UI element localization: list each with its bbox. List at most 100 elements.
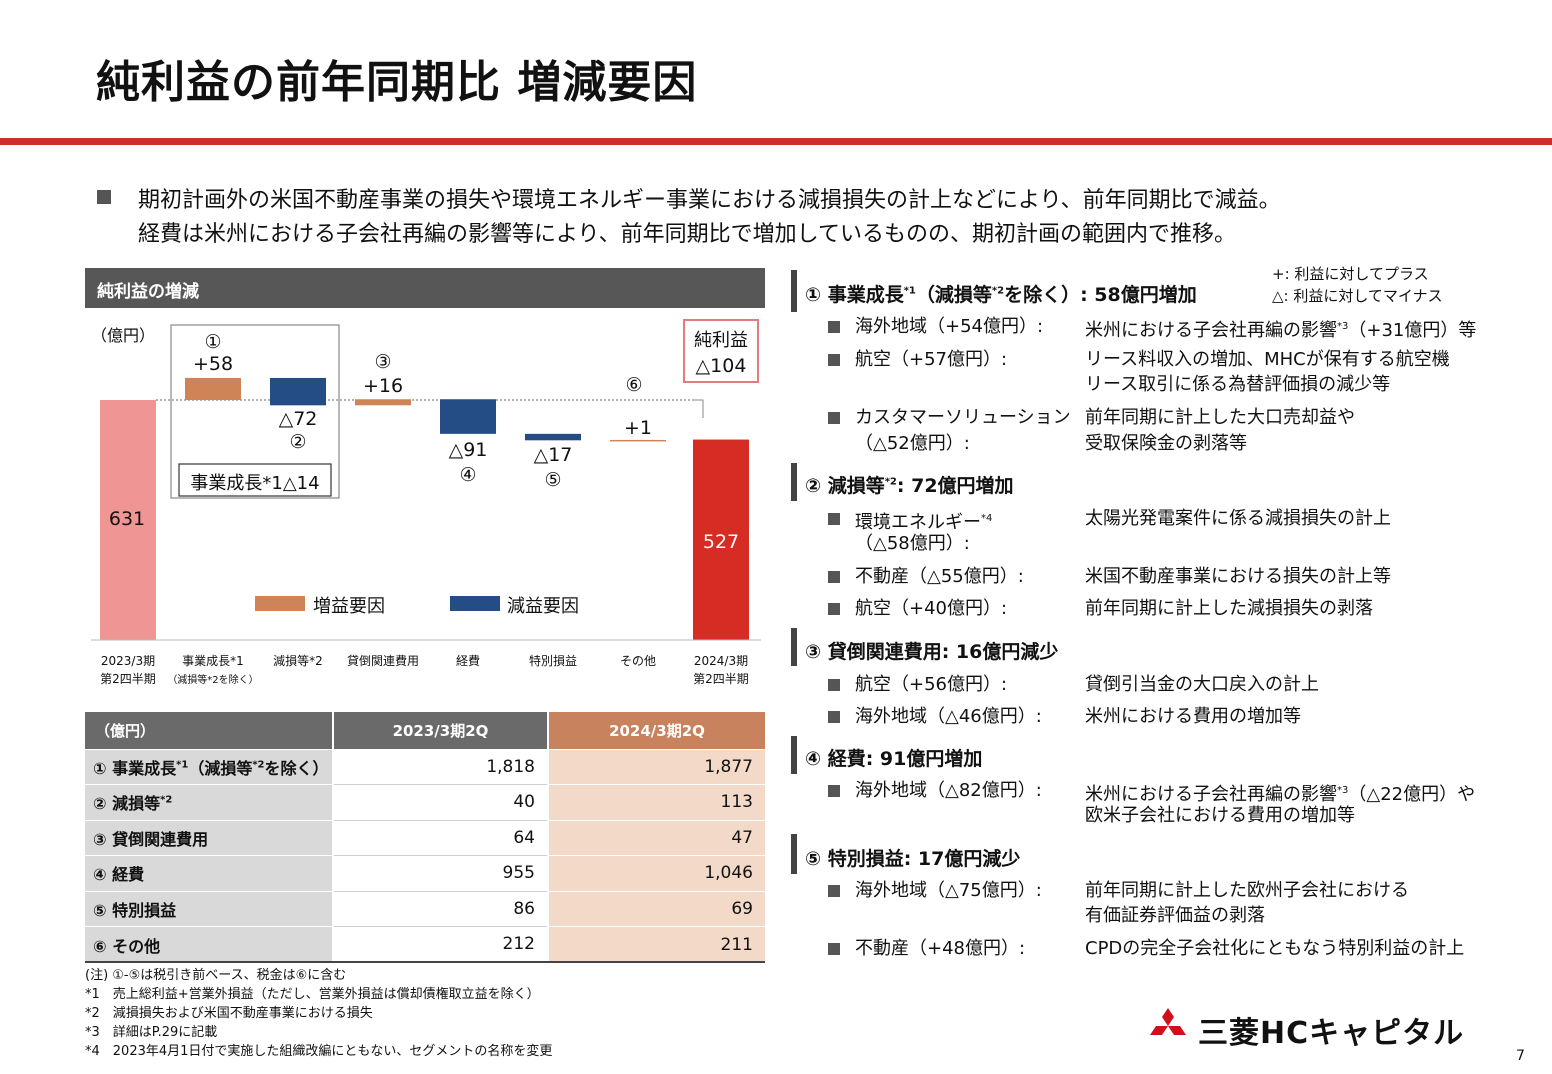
item-desc-line2: 欧米子会社における費用の増加等 (1085, 805, 1355, 826)
item-label: 不動産（△55億円）: (855, 566, 1024, 587)
section-5-title: ⑤ 特別損益: 17億円減少 (805, 848, 1021, 870)
section-2-title: ② 減損等*2: 72億円増加 (805, 471, 1014, 498)
table-label-part: （減損等 (188, 758, 253, 778)
item-desc-sup: *3 (1337, 785, 1349, 796)
bar-delta (610, 439, 666, 442)
bar-delta (525, 433, 581, 441)
section-bar (791, 736, 797, 774)
item-desc-text: 米州における子会社再編の影響 (1085, 320, 1337, 341)
footnote: (注) ①-⑤は税引き前ベース、税金は⑥に含む (85, 968, 347, 983)
chart-header: 純利益の増減 (85, 268, 765, 308)
item-bullet (828, 321, 840, 333)
reference-bracket (693, 399, 704, 418)
chart-unit-label: （億円） (91, 326, 155, 345)
item-label: 海外地域（△46億円）: (855, 706, 1042, 727)
table-row: ⑥ その他 212 211 (85, 926, 765, 963)
item-desc-line2: 受取保険金の剥落等 (1085, 433, 1247, 454)
table-label-part: ③ 貸倒関連費用 (93, 829, 209, 849)
section-1-sup-b: *2 (991, 285, 1005, 297)
item-desc-sup: *3 (1337, 321, 1349, 332)
item-label: 環境エネルギー*4 (855, 506, 992, 535)
group-bracket (170, 324, 340, 499)
bar-delta-label: +16 (363, 375, 403, 397)
section-1-title-b: （減損等 (915, 284, 992, 306)
footnote: *1 売上総利益+営業外損益（ただし、営業外損益は償却債権取立益を除く） (85, 987, 540, 1002)
item-label: 海外地域（△75億円）: (855, 880, 1042, 901)
bar-delta-label: △91 (449, 439, 488, 461)
comparison-table: （億円） 2023/3期2Q 2024/3期2Q ① 事業成長*1（減損等*2を… (85, 712, 765, 963)
table-label-part: *2 (160, 794, 173, 806)
section-4-title: ④ 経費: 91億円増加 (805, 748, 983, 770)
legend-increase-swatch (255, 596, 305, 611)
table-row-label: ⑥ その他 (85, 926, 333, 962)
table-cell-prev: 40 (332, 784, 548, 821)
footnote: *4 2023年4月1日付で実施した組織改編にともない、セグメントの名称を変更 (85, 1044, 553, 1059)
bar-end-label: 527 (703, 531, 739, 553)
bar-delta (440, 399, 496, 434)
table-row: ② 減損等*2 40 113 (85, 784, 765, 821)
category-label: 貸倒関連費用 (347, 653, 419, 668)
footnote: *3 詳細はP.29に記載 (85, 1025, 218, 1040)
bar-delta (185, 377, 241, 400)
summary-bullet (97, 190, 111, 204)
table-row: ③ 貸倒関連費用 64 47 (85, 819, 765, 856)
item-label: 不動産（+48億円）: (855, 938, 1026, 959)
table-header-unit: （億円） (85, 712, 333, 749)
bar-delta-label: +58 (193, 353, 233, 375)
item-bullet (828, 603, 840, 615)
item-desc: 貸倒引当金の大口戻入の計上 (1085, 674, 1319, 695)
legend-note-minus: △: 利益に対してマイナス (1272, 287, 1443, 305)
total-change-box (683, 319, 759, 383)
item-label: 航空（+56億円）: (855, 674, 1008, 695)
section-bar (791, 628, 797, 666)
item-label: カスタマーソリューション (855, 407, 1071, 428)
table-row-label: ⑤ 特別損益 (85, 890, 333, 927)
category-label-line2: 第2四半期 (693, 672, 749, 686)
legend-increase-label: 増益要因 (313, 596, 385, 617)
bar-delta (270, 377, 326, 406)
item-label: 海外地域（△82億円）: (855, 780, 1042, 801)
bar-delta-marker: ⑤ (544, 469, 561, 491)
table-cell-prev: 86 (332, 890, 548, 927)
table-label-part: ② 減損等 (93, 794, 161, 814)
section-3-title: ③ 貸倒関連費用: 16億円減少 (805, 641, 1059, 663)
item-desc-line2: リース取引に係る為替評価損の減少等 (1085, 374, 1391, 395)
section-1-title-a: ① 事業成長 (805, 284, 904, 306)
table-cell-prev: 1,818 (332, 748, 548, 785)
item-desc: 前年同期に計上した大口売却益や (1085, 407, 1355, 428)
section-bar (791, 834, 797, 874)
item-desc-text-b: （+31億円）等 (1348, 320, 1477, 341)
table-row-label: ① 事業成長*1（減損等*2を除く） (85, 748, 333, 785)
legend-decrease-label: 減益要因 (507, 596, 579, 617)
item-label-line2: （△52億円）: (855, 433, 970, 454)
table-cell-curr: 1,046 (547, 855, 765, 891)
item-label: 海外地域（+54億円）: (855, 316, 1044, 337)
item-bullet (828, 513, 840, 525)
item-desc: 米州における費用の増加等 (1085, 706, 1301, 727)
bar-delta-marker: ② (289, 431, 306, 453)
bar-delta-label: △17 (534, 444, 573, 466)
item-label-text: 環境エネルギー (855, 512, 981, 533)
item-desc-line2: 有価証券評価益の剥落 (1085, 905, 1265, 926)
company-logo-text: 三菱HCキャピタル (1198, 1016, 1465, 1051)
section-2-title-a: ② 減損等 (805, 475, 885, 497)
table-row-label: ④ 経費 (85, 855, 333, 891)
footnotes: (注) ①-⑤は税引き前ベース、税金は⑥に含む *1 売上総利益+営業外損益（た… (85, 966, 552, 1061)
table-header-curr: 2024/3期2Q (547, 712, 765, 749)
table-header-row: （億円） 2023/3期2Q 2024/3期2Q (85, 712, 765, 749)
table-cell-prev: 955 (332, 855, 548, 892)
table-label-part: ① 事業成長 (93, 758, 177, 778)
table-cell-curr: 211 (547, 926, 765, 962)
page-number: 7 (1516, 1048, 1525, 1064)
item-label: 航空（+57億円）: (855, 349, 1008, 370)
table-cell-prev: 64 (332, 819, 548, 856)
table-header-prev: 2023/3期2Q (332, 712, 548, 749)
item-label-line2: （△58億円）: (855, 533, 970, 554)
table-bottom-rule (85, 961, 765, 963)
item-bullet (828, 571, 840, 583)
item-desc: 米州における子会社再編の影響*3（+31億円）等 (1085, 314, 1476, 343)
item-bullet (828, 711, 840, 723)
category-label: 2024/3期 (694, 654, 748, 668)
section-bar (791, 463, 797, 501)
table-row-label: ③ 貸倒関連費用 (85, 819, 333, 856)
